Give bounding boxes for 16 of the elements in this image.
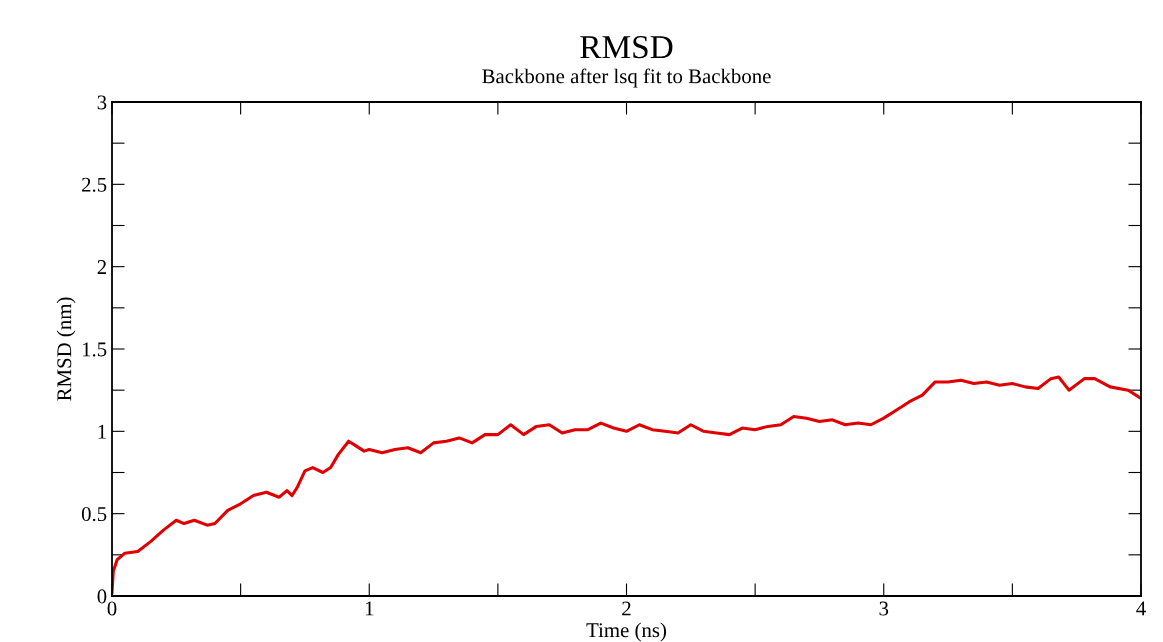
x-tick-label: 1: [365, 601, 374, 616]
y-tick-label: 1.5: [82, 342, 107, 357]
y-tick-label: 3: [97, 95, 107, 110]
x-tick-label: 3: [879, 601, 889, 616]
x-tick-label: 2: [622, 601, 631, 616]
x-tick-label: 4: [1136, 601, 1146, 616]
x-tick-label: 0: [107, 601, 117, 616]
y-tick-label: 1: [98, 424, 106, 439]
y-axis-title: RMSD (nm): [56, 297, 76, 401]
x-axis-title: Time (ns): [586, 622, 667, 642]
chart-subtitle: Backbone after lsq fit to Backbone: [482, 68, 771, 88]
y-tick-label: 2: [97, 260, 106, 274]
y-tick-label: 0: [97, 589, 107, 604]
chart-title: RMSD: [580, 35, 673, 59]
y-tick-label: 2.5: [82, 177, 107, 192]
y-tick-label: 0.5: [81, 507, 107, 522]
